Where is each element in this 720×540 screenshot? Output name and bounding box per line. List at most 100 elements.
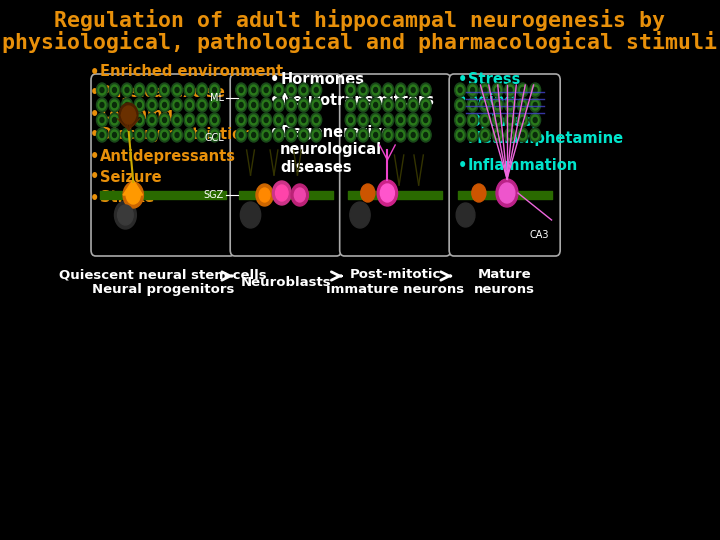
Circle shape [273, 83, 284, 97]
Circle shape [531, 115, 539, 125]
Circle shape [505, 98, 516, 112]
Circle shape [138, 118, 141, 123]
Circle shape [248, 83, 259, 97]
Circle shape [467, 113, 478, 127]
Circle shape [359, 85, 367, 95]
Circle shape [161, 85, 168, 95]
Circle shape [134, 83, 145, 97]
Circle shape [239, 87, 243, 92]
Circle shape [495, 118, 500, 123]
Circle shape [469, 100, 477, 110]
Circle shape [300, 85, 307, 95]
Circle shape [361, 132, 365, 138]
Circle shape [480, 98, 490, 112]
Circle shape [314, 103, 318, 107]
Circle shape [386, 132, 390, 138]
Text: Stroke: Stroke [100, 191, 155, 206]
Circle shape [235, 128, 247, 142]
Circle shape [471, 118, 474, 123]
Circle shape [150, 103, 154, 107]
Circle shape [456, 85, 464, 95]
Circle shape [184, 98, 195, 112]
Circle shape [494, 100, 502, 110]
Circle shape [200, 87, 204, 92]
Circle shape [517, 83, 528, 97]
Circle shape [273, 128, 284, 142]
Circle shape [399, 118, 402, 123]
Circle shape [261, 128, 271, 142]
Text: •: • [90, 106, 99, 122]
Circle shape [298, 98, 309, 112]
Circle shape [100, 87, 104, 92]
Text: Physical excise: Physical excise [100, 85, 225, 100]
Circle shape [209, 98, 220, 112]
Circle shape [98, 115, 106, 125]
Circle shape [248, 113, 259, 127]
Circle shape [212, 118, 217, 123]
Circle shape [534, 103, 537, 107]
Circle shape [471, 132, 474, 138]
Circle shape [262, 115, 270, 125]
Circle shape [175, 87, 179, 92]
Circle shape [171, 128, 182, 142]
Circle shape [211, 85, 218, 95]
Circle shape [347, 85, 354, 95]
Text: Opiates,
Methamphetamine: Opiates, Methamphetamine [468, 114, 624, 146]
Circle shape [314, 132, 318, 138]
Circle shape [109, 98, 120, 112]
Circle shape [111, 115, 118, 125]
Circle shape [211, 130, 218, 140]
Circle shape [505, 113, 516, 127]
Circle shape [197, 113, 207, 127]
FancyBboxPatch shape [91, 74, 235, 256]
Circle shape [259, 188, 270, 202]
Circle shape [159, 128, 170, 142]
Circle shape [422, 115, 430, 125]
Circle shape [147, 128, 158, 142]
Circle shape [112, 118, 117, 123]
Circle shape [211, 100, 218, 110]
Circle shape [256, 184, 273, 206]
Text: Hormones: Hormones [280, 72, 364, 87]
Circle shape [239, 132, 243, 138]
Circle shape [518, 130, 526, 140]
Circle shape [134, 113, 145, 127]
Circle shape [420, 128, 431, 142]
Circle shape [163, 87, 166, 92]
Circle shape [395, 113, 406, 127]
Circle shape [287, 130, 295, 140]
Circle shape [237, 115, 245, 125]
Circle shape [469, 115, 477, 125]
Circle shape [122, 106, 135, 124]
Circle shape [458, 87, 462, 92]
Circle shape [114, 201, 136, 229]
Circle shape [286, 83, 297, 97]
Circle shape [111, 130, 118, 140]
Text: •: • [458, 72, 467, 87]
Circle shape [372, 85, 379, 95]
Circle shape [530, 113, 541, 127]
Circle shape [188, 118, 192, 123]
Circle shape [109, 113, 120, 127]
Circle shape [458, 103, 462, 107]
Circle shape [370, 128, 381, 142]
Circle shape [100, 132, 104, 138]
Circle shape [395, 128, 406, 142]
Circle shape [294, 188, 305, 202]
Circle shape [409, 115, 417, 125]
Circle shape [186, 130, 194, 140]
Text: Stress: Stress [468, 72, 521, 87]
Circle shape [483, 87, 487, 92]
Circle shape [370, 83, 381, 97]
Circle shape [148, 100, 156, 110]
Text: •: • [90, 191, 99, 206]
Circle shape [480, 113, 490, 127]
Circle shape [117, 205, 133, 225]
Text: Neuroblasts: Neuroblasts [240, 275, 331, 288]
Circle shape [161, 100, 168, 110]
Circle shape [483, 132, 487, 138]
Circle shape [456, 115, 464, 125]
Circle shape [370, 98, 381, 112]
Circle shape [261, 98, 271, 112]
Circle shape [125, 87, 129, 92]
